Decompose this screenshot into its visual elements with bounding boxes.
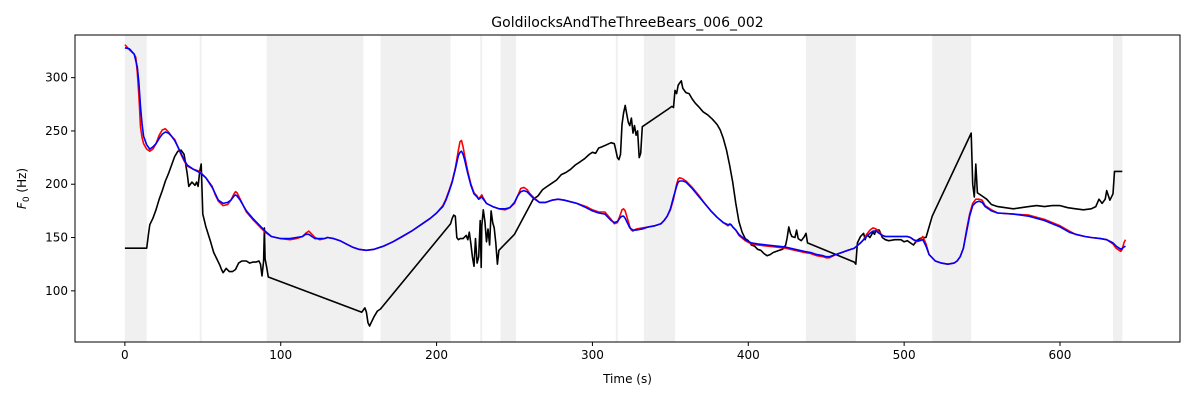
- y-axis-label-main: F: [15, 201, 29, 209]
- series-line-0: [124, 80, 1123, 327]
- series-line-2: [124, 47, 1126, 265]
- shaded-region-5: [500, 35, 517, 342]
- shaded-region-6: [615, 35, 618, 342]
- shaded-region-3: [380, 35, 451, 342]
- x-axis-ticks: 0 100 200 300 400 500 600: [121, 342, 1071, 362]
- y-axis-label: F0 (Hz): [15, 168, 32, 209]
- shaded-region-7: [643, 35, 676, 342]
- series-group: [124, 44, 1127, 327]
- shaded-region-10: [1112, 35, 1123, 342]
- shaded-region-2: [266, 35, 364, 342]
- x-tick-label-100: 100: [269, 348, 292, 362]
- plot-frame: [74, 34, 1181, 343]
- y-tick-label-150: 150: [45, 231, 68, 245]
- x-tick-label-300: 300: [581, 348, 604, 362]
- y-tick-label-250: 250: [45, 124, 68, 138]
- shaded-region-1: [199, 35, 202, 342]
- x-axis-label: Time (s): [602, 372, 652, 386]
- y-tick-label-100: 100: [45, 284, 68, 298]
- shaded-region-9: [932, 35, 972, 342]
- shaded-region-4: [480, 35, 483, 342]
- y-tick-label-300: 300: [45, 71, 68, 85]
- y-tick-label-200: 200: [45, 177, 68, 191]
- x-tick-label-600: 600: [1049, 348, 1072, 362]
- y-axis-ticks: 100 150 200 250 300: [45, 71, 75, 298]
- x-tick-label-0: 0: [121, 348, 129, 362]
- x-tick-label-500: 500: [893, 348, 916, 362]
- shaded-region-8: [805, 35, 856, 342]
- shaded-region-0: [124, 35, 147, 342]
- x-tick-label-200: 200: [425, 348, 448, 362]
- shaded-regions: [124, 35, 1123, 342]
- y-axis-label-subscript: 0: [22, 196, 32, 202]
- y-axis-label-unit: (Hz): [15, 168, 29, 197]
- chart-title: GoldilocksAndTheThreeBears_006_002: [491, 15, 763, 31]
- x-tick-label-400: 400: [737, 348, 760, 362]
